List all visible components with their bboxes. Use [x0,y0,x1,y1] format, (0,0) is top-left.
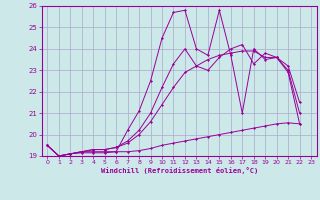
X-axis label: Windchill (Refroidissement éolien,°C): Windchill (Refroidissement éolien,°C) [100,167,258,174]
